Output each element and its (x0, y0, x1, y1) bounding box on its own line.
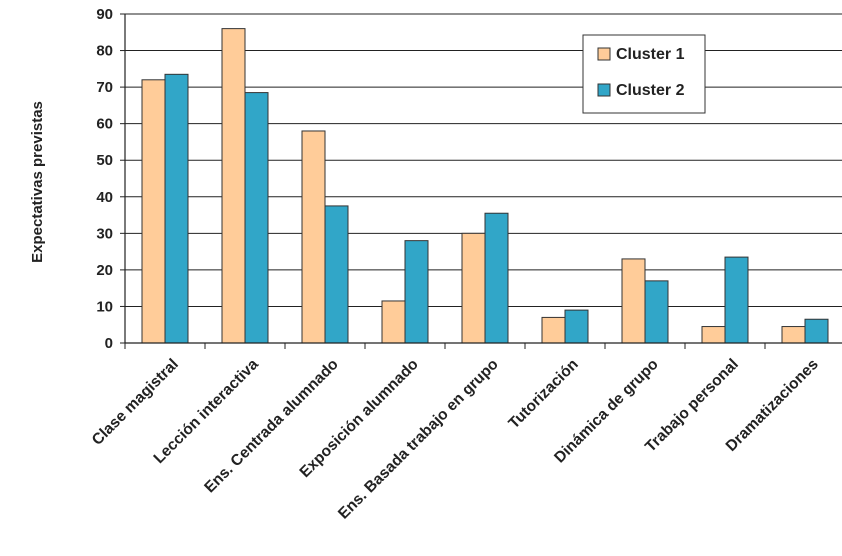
bar-cluster-1 (781, 326, 806, 344)
y-axis-ticks: 0 10 20 30 40 50 60 70 80 90 (96, 6, 125, 352)
bar-cluster-2 (644, 280, 669, 344)
y-axis-label: Expectativas previstas (29, 101, 46, 263)
y-tick-label: 20 (96, 262, 113, 279)
y-tick-label: 40 (96, 189, 113, 206)
x-tick-label: Ens. Basada trabajo en grupo (335, 356, 502, 523)
bar-cluster-1 (141, 79, 166, 344)
bar-cluster-1 (381, 300, 406, 344)
x-tick-label: Clase magistral (89, 356, 182, 449)
bar-cluster-2 (804, 318, 829, 344)
bar-cluster-2 (404, 240, 429, 344)
bar-cluster-2 (324, 205, 349, 344)
axes (124, 14, 842, 344)
bar-cluster-1 (461, 232, 486, 344)
bar-cluster-1 (701, 326, 726, 344)
bar-cluster-2 (724, 256, 749, 344)
bar-cluster-2 (564, 309, 589, 344)
bar-cluster-2 (164, 73, 189, 344)
y-tick-label: 90 (96, 6, 113, 23)
bar-cluster-1 (621, 258, 646, 344)
y-tick-label: 60 (96, 116, 113, 133)
legend-swatch (597, 83, 611, 97)
legend-label: Cluster 1 (616, 46, 685, 63)
y-tick-label: 0 (105, 335, 113, 352)
x-tick-label: Ens. Centrada alumnado (201, 356, 342, 497)
y-tick-label: 80 (96, 43, 113, 60)
bar-cluster-1 (221, 28, 246, 344)
bar-cluster-2 (484, 212, 509, 344)
legend-label: Cluster 2 (616, 82, 685, 99)
y-tick-label: 70 (96, 79, 113, 96)
legend: Cluster 1 Cluster 2 (582, 34, 706, 114)
bar-cluster-1 (541, 316, 566, 344)
bars (141, 28, 829, 344)
y-tick-label: 10 (96, 298, 113, 315)
x-tick-label: Tutorización (505, 356, 581, 432)
bar-cluster-1 (301, 130, 326, 344)
y-tick-label: 50 (96, 152, 113, 169)
y-tick-label: 30 (96, 225, 113, 242)
legend-swatch (597, 47, 611, 61)
bar-cluster-2 (244, 92, 269, 344)
